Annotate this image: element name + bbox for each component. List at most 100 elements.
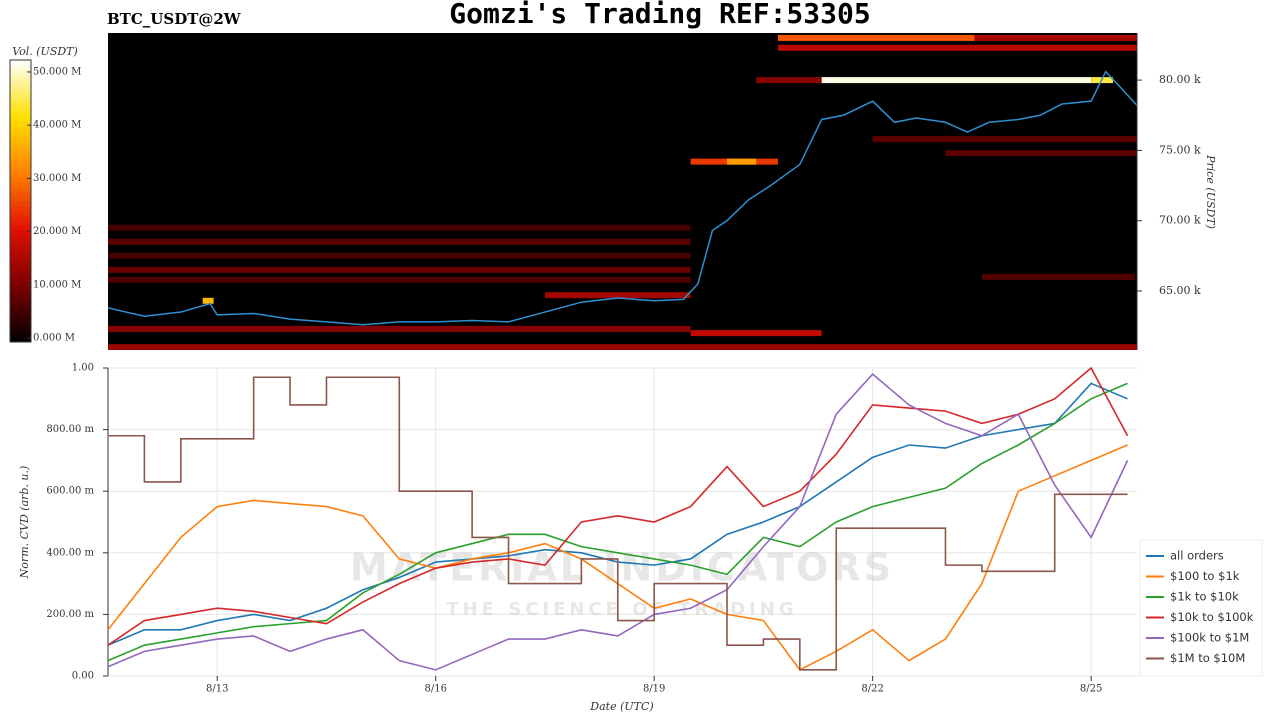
colorbar-segment: [10, 252, 31, 258]
series-line: [107, 366, 1129, 646]
colorbar-segment: [10, 323, 31, 329]
heat-cell: [872, 136, 1137, 143]
colorbar-segment: [10, 248, 31, 254]
heat-cell: [945, 150, 1137, 157]
heat-cell: [821, 77, 1092, 84]
colorbar-segment: [10, 210, 31, 216]
colorbar-segment: [10, 196, 31, 202]
colorbar-segment: [10, 257, 31, 263]
colorbar-segment: [10, 313, 31, 319]
colorbar-segment: [10, 144, 31, 150]
legend-label: $100 to $1k: [1170, 569, 1240, 583]
heat-cell: [974, 34, 1137, 41]
x-tick-label: 8/19: [643, 684, 665, 695]
colorbar-segment: [10, 125, 31, 131]
colorbar-segment: [10, 102, 31, 108]
colorbar-segment: [10, 224, 31, 230]
colorbar-segment: [10, 332, 31, 338]
y-axis-label: Price (USDT): [1204, 154, 1217, 229]
colorbar-segment: [10, 135, 31, 141]
heat-cell: [108, 325, 691, 332]
colorbar-segment: [10, 243, 31, 249]
colorbar-segment: [10, 83, 31, 89]
heat-cell: [777, 34, 975, 41]
colorbar-tick-label: 50.000 M: [33, 66, 81, 77]
colorbar-segment: [10, 69, 31, 75]
colorbar-segment: [10, 186, 31, 193]
y-tick-label: 65.00 k: [1159, 284, 1201, 297]
colorbar-segment: [10, 280, 31, 287]
y-tick-label: 80.00 k: [1159, 73, 1201, 86]
colorbar-segment: [10, 318, 31, 324]
legend-label: $10k to $100k: [1170, 610, 1254, 624]
colorbar-segment: [10, 238, 31, 244]
y-axis-label: Norm. CVD (arb. u.): [18, 466, 31, 580]
colorbar-segment: [10, 116, 31, 122]
series-line: [107, 373, 1129, 671]
heat-cell: [544, 292, 691, 299]
legend-label: all orders: [1170, 549, 1224, 563]
colorbar-segment: [10, 276, 31, 282]
colorbar-segment: [10, 74, 31, 80]
colorbar-tick-label: 0.000 M: [33, 333, 75, 344]
heat-cell: [690, 330, 822, 337]
heat-cell: [202, 297, 214, 304]
colorbar-segment: [10, 295, 31, 301]
legend-label: $100k to $1M: [1170, 631, 1249, 645]
colorbar-segment: [10, 130, 31, 136]
y-tick-label: 400.00 m: [46, 547, 94, 558]
colorbar-segment: [10, 97, 31, 103]
colorbar-segment: [10, 299, 31, 305]
heat-cell: [727, 158, 757, 165]
colorbar-segment: [10, 219, 31, 225]
colorbar-segment: [10, 337, 31, 343]
x-tick-label: 8/16: [424, 684, 446, 695]
watermark: THE SCIENCE OF TRADING: [446, 599, 797, 620]
colorbar-segment: [10, 154, 31, 160]
colorbar-segment: [10, 121, 31, 127]
y-tick-label: 600.00 m: [46, 486, 94, 497]
colorbar-segment: [10, 309, 31, 315]
x-tick-label: 8/25: [1080, 684, 1102, 695]
colorbar-tick-label: 20.000 M: [33, 226, 81, 237]
colorbar-segment: [10, 266, 31, 272]
y-tick-label: 75.00 k: [1159, 143, 1201, 156]
colorbar-segment: [10, 262, 31, 268]
colorbar-segment: [10, 163, 31, 169]
colorbar-segment: [10, 304, 31, 310]
y-tick-label: 0.00: [72, 671, 94, 682]
heat-cell: [108, 224, 691, 231]
colorbar-segment: [10, 111, 31, 117]
symbol-label: BTC_USDT@2W: [107, 10, 242, 28]
colorbar-segment: [10, 172, 31, 178]
heat-cell: [777, 44, 1137, 51]
y-tick-label: 1.00: [72, 363, 94, 374]
colorbar-segment: [10, 215, 31, 221]
colorbar-segment: [10, 285, 31, 291]
x-axis-label: Date (UTC): [589, 700, 653, 713]
colorbar-title: Vol. (USDT): [12, 45, 78, 58]
colorbar-segment: [10, 158, 31, 164]
colorbar-segment: [10, 107, 31, 113]
plot-area: [108, 34, 1137, 350]
chart-title: Gomzi's Trading REF:53305: [449, 0, 870, 30]
colorbar-segment: [10, 64, 31, 70]
x-tick-label: 8/22: [861, 684, 883, 695]
heat-cell: [108, 252, 691, 259]
legend-label: $1M to $10M: [1170, 651, 1245, 665]
colorbar-frame: [9, 59, 32, 343]
y-tick-label: 200.00 m: [46, 609, 94, 620]
colorbar-segment: [10, 182, 31, 188]
colorbar-segment: [10, 201, 31, 207]
heat-cell: [108, 238, 691, 245]
colorbar-segment: [10, 271, 31, 277]
heat-cell: [108, 266, 691, 273]
colorbar-segment: [10, 177, 31, 183]
heat-cell: [981, 273, 1135, 280]
colorbar-segment: [10, 88, 31, 94]
colorbar-segment: [10, 290, 31, 296]
colorbar-segment: [10, 92, 31, 99]
y-tick-label: 70.00 k: [1159, 214, 1201, 227]
price-line: [108, 70, 1137, 326]
colorbar-segment: [10, 229, 31, 235]
